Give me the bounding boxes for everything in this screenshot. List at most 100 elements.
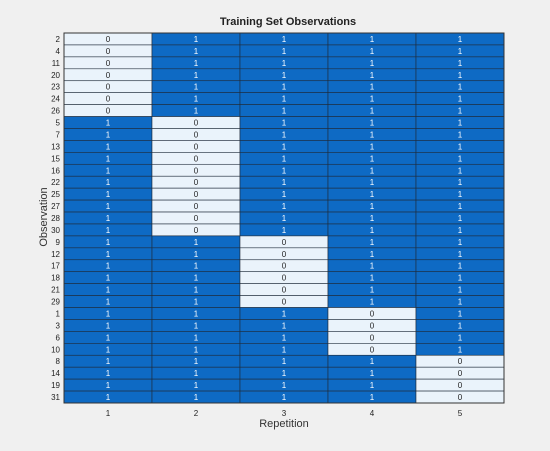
cell-value-label: 1 — [282, 357, 287, 366]
cell-value-label: 0 — [194, 190, 199, 199]
y-axis-label: Observation — [38, 187, 50, 246]
y-tick-label: 10 — [51, 345, 60, 354]
cell-value-label: 1 — [370, 59, 375, 68]
x-axis-label: Repetition — [259, 418, 309, 430]
y-tick-label: 3 — [56, 321, 61, 330]
cell-value-label: 1 — [106, 142, 111, 151]
cell-value-label: 1 — [370, 47, 375, 56]
x-tick-label: 3 — [282, 409, 287, 418]
cell-value-label: 1 — [458, 83, 463, 92]
cell-value-label: 1 — [282, 214, 287, 223]
cell-value-label: 1 — [370, 35, 375, 44]
cell-value-label: 0 — [194, 202, 199, 211]
cell-value-label: 0 — [106, 71, 111, 80]
cell-value-label: 0 — [282, 274, 287, 283]
y-tick-label: 17 — [51, 262, 60, 271]
cell-value-label: 0 — [106, 95, 111, 104]
cell-value-label: 1 — [194, 309, 199, 318]
cell-value-label: 1 — [282, 369, 287, 378]
cell-value-label: 1 — [106, 274, 111, 283]
cell-value-label: 0 — [458, 393, 463, 402]
cell-value-label: 1 — [194, 357, 199, 366]
cell-value-label: 1 — [370, 119, 375, 128]
cell-value-label: 0 — [194, 119, 199, 128]
cell-value-label: 1 — [106, 226, 111, 235]
cell-value-label: 1 — [370, 107, 375, 116]
cell-value-label: 1 — [282, 59, 287, 68]
cell-value-label: 1 — [282, 95, 287, 104]
cell-value-label: 0 — [282, 286, 287, 295]
cell-value-label: 1 — [370, 298, 375, 307]
cell-value-label: 0 — [458, 381, 463, 390]
cell-value-label: 1 — [194, 250, 199, 259]
cell-value-label: 1 — [458, 214, 463, 223]
cell-value-label: 0 — [106, 83, 111, 92]
x-tick-label: 4 — [370, 409, 375, 418]
cell-value-label: 1 — [458, 59, 463, 68]
cell-value-label: 1 — [282, 345, 287, 354]
cell-value-label: 1 — [282, 130, 287, 139]
cell-value-label: 1 — [106, 154, 111, 163]
cell-value-label: 1 — [370, 178, 375, 187]
cell-value-label: 0 — [282, 262, 287, 271]
cell-value-label: 1 — [282, 381, 287, 390]
cell-value-label: 0 — [458, 357, 463, 366]
cell-value-label: 1 — [282, 35, 287, 44]
cell-value-label: 1 — [106, 178, 111, 187]
y-tick-label: 20 — [51, 71, 60, 80]
cell-value-label: 1 — [370, 142, 375, 151]
cell-value-label: 1 — [194, 333, 199, 342]
cell-value-label: 1 — [282, 202, 287, 211]
cell-value-label: 1 — [458, 35, 463, 44]
cell-value-label: 1 — [282, 309, 287, 318]
y-tick-label: 22 — [51, 178, 60, 187]
cell-value-label: 0 — [194, 214, 199, 223]
cell-value-label: 1 — [458, 107, 463, 116]
cell-value-label: 1 — [282, 71, 287, 80]
y-tick-label: 8 — [56, 357, 61, 366]
cell-value-label: 1 — [458, 154, 463, 163]
heatmap-cells: 0 1 1 1 1 0 1 1 1 1 0 1 1 1 1 0 1 1 1 1 0 1 1 1 1 0 1 1 1 1 0 1 1 1 1 1 0 1 1 1… — [63, 32, 505, 404]
cell-value-label: 1 — [106, 298, 111, 307]
cell-value-label: 1 — [370, 393, 375, 402]
cell-value-label: 1 — [106, 119, 111, 128]
cell-value-label: 1 — [458, 166, 463, 175]
y-tick-label: 12 — [51, 250, 60, 259]
chart-title: Training Set Observations — [220, 16, 356, 28]
cell-value-label: 0 — [194, 130, 199, 139]
cell-value-label: 1 — [106, 190, 111, 199]
cell-value-label: 0 — [106, 59, 111, 68]
cell-value-label: 1 — [106, 262, 111, 271]
cell-value-label: 1 — [370, 190, 375, 199]
cell-value-label: 1 — [194, 238, 199, 247]
y-tick-label: 21 — [51, 286, 60, 295]
cell-value-label: 1 — [370, 357, 375, 366]
y-tick-label: 27 — [51, 202, 60, 211]
cell-value-label: 0 — [194, 166, 199, 175]
cell-value-label: 0 — [106, 35, 111, 44]
cell-value-label: 1 — [370, 381, 375, 390]
y-tick-label: 28 — [51, 214, 60, 223]
cell-value-label: 1 — [370, 226, 375, 235]
cell-value-label: 1 — [458, 130, 463, 139]
cell-value-label: 1 — [282, 166, 287, 175]
cell-value-label: 1 — [106, 369, 111, 378]
cell-value-label: 1 — [106, 345, 111, 354]
cell-value-label: 1 — [194, 286, 199, 295]
cell-value-label: 0 — [106, 47, 111, 56]
cell-value-label: 0 — [370, 345, 375, 354]
cell-value-label: 1 — [458, 274, 463, 283]
cell-value-label: 1 — [282, 47, 287, 56]
plot-frame — [63, 32, 505, 404]
cell-value-label: 1 — [282, 333, 287, 342]
cell-value-label: 1 — [194, 95, 199, 104]
cell-value-label: 1 — [458, 309, 463, 318]
y-tick-label: 18 — [51, 274, 60, 283]
cell-value-label: 1 — [106, 393, 111, 402]
cell-value-label: 1 — [106, 333, 111, 342]
cell-value-label: 1 — [194, 321, 199, 330]
cell-value-label: 1 — [106, 381, 111, 390]
y-tick-label: 19 — [51, 381, 60, 390]
cell-value-label: 0 — [282, 250, 287, 259]
